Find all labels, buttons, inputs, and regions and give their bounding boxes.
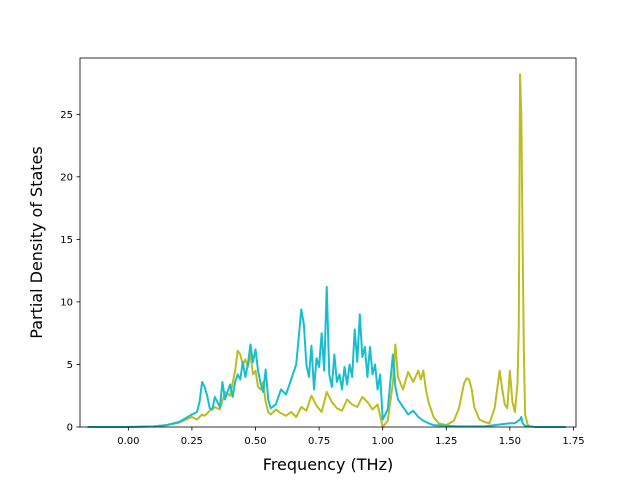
- plot-frame: [80, 58, 576, 427]
- series-layer: [87, 73, 566, 428]
- x-tick-label: 0.00: [117, 436, 139, 447]
- x-tick-label: 1.50: [499, 436, 521, 447]
- y-tick-label: 25: [60, 110, 73, 121]
- x-axis: 0.00 0.25 0.50 0.75 1.00 1.25 1.50 1.75: [117, 427, 585, 447]
- x-tick-label: 0.50: [244, 436, 266, 447]
- x-tick-label: 1.25: [435, 436, 457, 447]
- series-line-1: [87, 73, 531, 428]
- x-tick-label: 0.25: [181, 436, 203, 447]
- y-tick-label: 20: [60, 172, 73, 183]
- plot-area: [79, 57, 577, 428]
- y-tick-label: 0: [67, 423, 73, 434]
- y-tick-label: 5: [67, 360, 73, 371]
- y-tick-label: 10: [60, 297, 73, 308]
- series-line-2: [87, 285, 566, 428]
- plot-border: [79, 57, 577, 428]
- x-tick-label: 0.75: [308, 436, 330, 447]
- x-axis-label: Frequency (THz): [263, 455, 393, 474]
- x-tick-label: 1.00: [372, 436, 394, 447]
- x-tick-label: 1.75: [562, 436, 584, 447]
- y-tick-label: 15: [60, 235, 73, 246]
- y-axis: 0 5 10 15 20 25: [60, 110, 80, 434]
- y-axis-label: Partial Density of States: [27, 146, 46, 338]
